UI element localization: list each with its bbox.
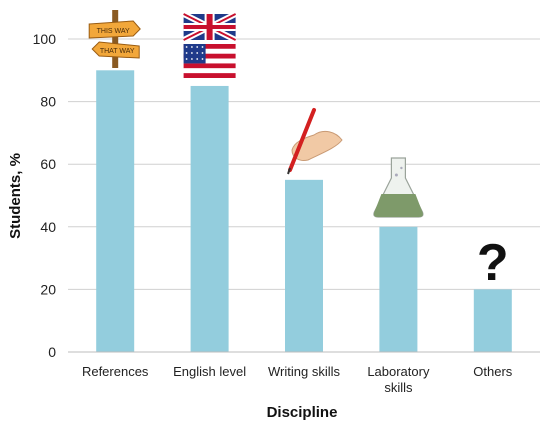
x-category-label: Writing skills <box>268 364 340 379</box>
y-tick-label: 0 <box>48 344 56 360</box>
bars <box>96 70 512 353</box>
x-axis-categories: References English level Writing skills Lab… <box>82 364 513 395</box>
signpost-text: THIS WAY <box>97 28 130 35</box>
y-axis-label: Students, % <box>7 153 24 239</box>
x-category-label: References <box>82 364 149 379</box>
y-tick-label: 20 <box>40 281 56 297</box>
bar <box>96 70 135 353</box>
signpost-text: THAT WAY <box>100 48 135 55</box>
y-axis-ticks: 0 20 40 60 80 100 <box>33 31 57 360</box>
x-category-label: English level <box>173 364 246 379</box>
bar <box>285 179 323 352</box>
flask-icon <box>373 157 424 218</box>
bar <box>190 85 229 352</box>
y-tick-label: 60 <box>40 156 56 172</box>
y-tick-label: 100 <box>33 31 57 47</box>
bar-icons: THIS WAY THAT WAY? <box>88 10 509 292</box>
bar <box>379 226 418 352</box>
bar <box>473 289 512 352</box>
flags-icon <box>182 11 237 78</box>
writing-hand-icon <box>287 108 343 175</box>
question-mark-icon: ? <box>477 234 509 292</box>
x-category-label: skills <box>384 380 413 395</box>
y-tick-label: 80 <box>40 94 56 110</box>
x-axis-label: Discipline <box>267 404 338 421</box>
x-category-label: Laboratory <box>367 364 430 379</box>
signpost-icon: THIS WAY THAT WAY <box>88 10 141 68</box>
x-category-label: Others <box>473 364 513 379</box>
gridlines <box>68 38 540 290</box>
y-tick-label: 40 <box>40 219 56 235</box>
